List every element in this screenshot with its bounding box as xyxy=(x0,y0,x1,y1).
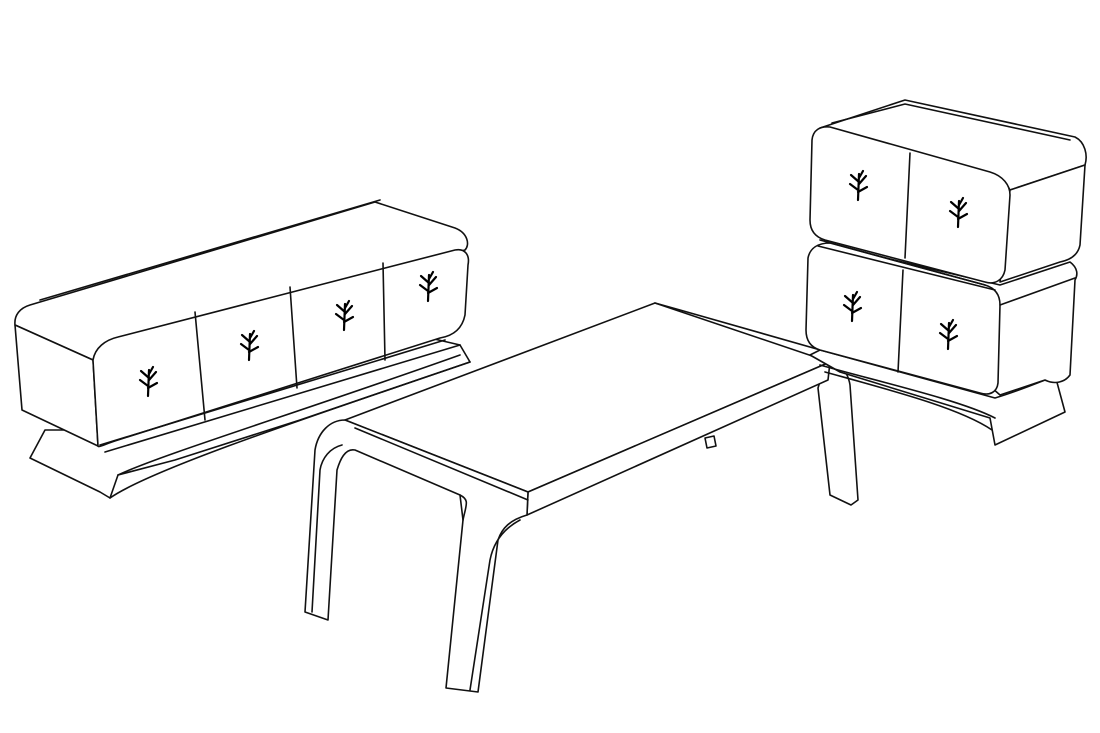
cabinet-top-front xyxy=(809,126,1011,284)
table-leg-right xyxy=(817,361,859,506)
sideboard-door-divider xyxy=(289,286,298,389)
cabinet-door-divider xyxy=(897,269,904,373)
sideboard-front xyxy=(92,248,470,448)
cabinet-base xyxy=(809,349,1066,446)
cabinet-bottom-front xyxy=(805,242,1001,395)
cabinet-bottom xyxy=(805,242,1078,396)
sideboard-door-divider xyxy=(382,262,386,361)
sideboard xyxy=(14,199,471,499)
sideboard-door-divider xyxy=(194,311,206,421)
coffee-table xyxy=(304,302,859,693)
stacked-cabinets xyxy=(805,99,1087,446)
cabinet-top xyxy=(809,99,1087,291)
table-leg-back xyxy=(704,435,717,449)
cabinet-door-divider xyxy=(904,152,911,259)
